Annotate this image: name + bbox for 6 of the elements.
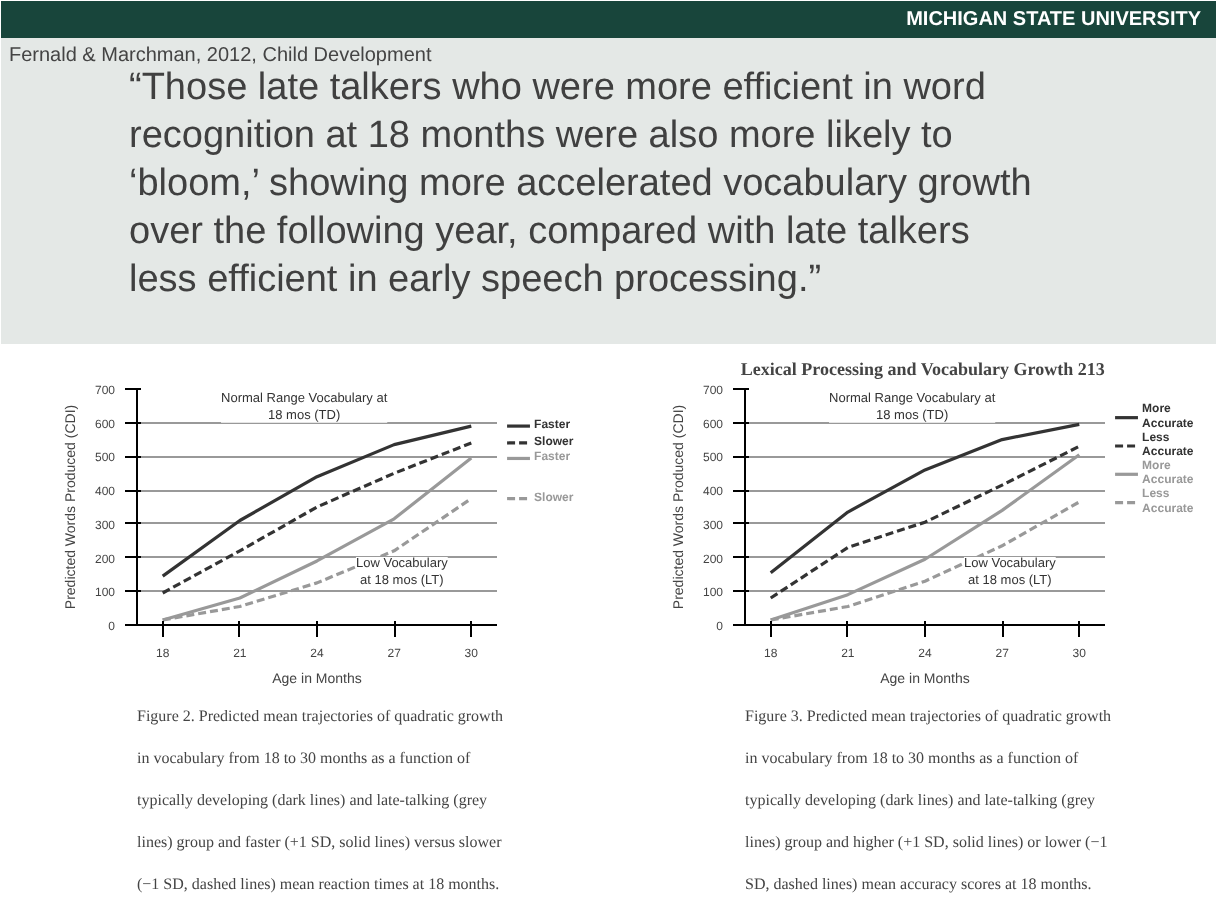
text: “Those late talkers who were more efficient in word recognition at 18 months were also more likely to ‘bloom,’ showing more accelerated vocabulary growth over the following year, compared with late talkers less efficient in early speech processing.” — [129, 67, 1032, 301]
text: MICHIGAN STATE UNIVERSITY — [906, 9, 1202, 31]
chart-title: Lexical Processing and Vocabulary Growth 213 — [740, 359, 1106, 379]
text: Fernald & Marchman, 2012, Child Development — [9, 45, 432, 67]
text: Figure 2. Predicted mean trajectories of quadratic growth in vocabulary from 18 to 30 months as a function of typically developing (dark lines) and late-talking (grey lines) group and faster (+1 SD, solid lines) versus slower (−1 SD, dashed lines) mean reaction times at 18 months. — [137, 707, 504, 893]
text: Figure 3. Predicted mean trajectories of quadratic growth in vocabulary from 18 to 30 months as a function of typically developing (dark lines) and late-talking (grey lines) group and higher (+1 SD, solid lines) or lower (−1 SD, dashed lines) mean accuracy scores at 18 months. — [745, 707, 1112, 893]
